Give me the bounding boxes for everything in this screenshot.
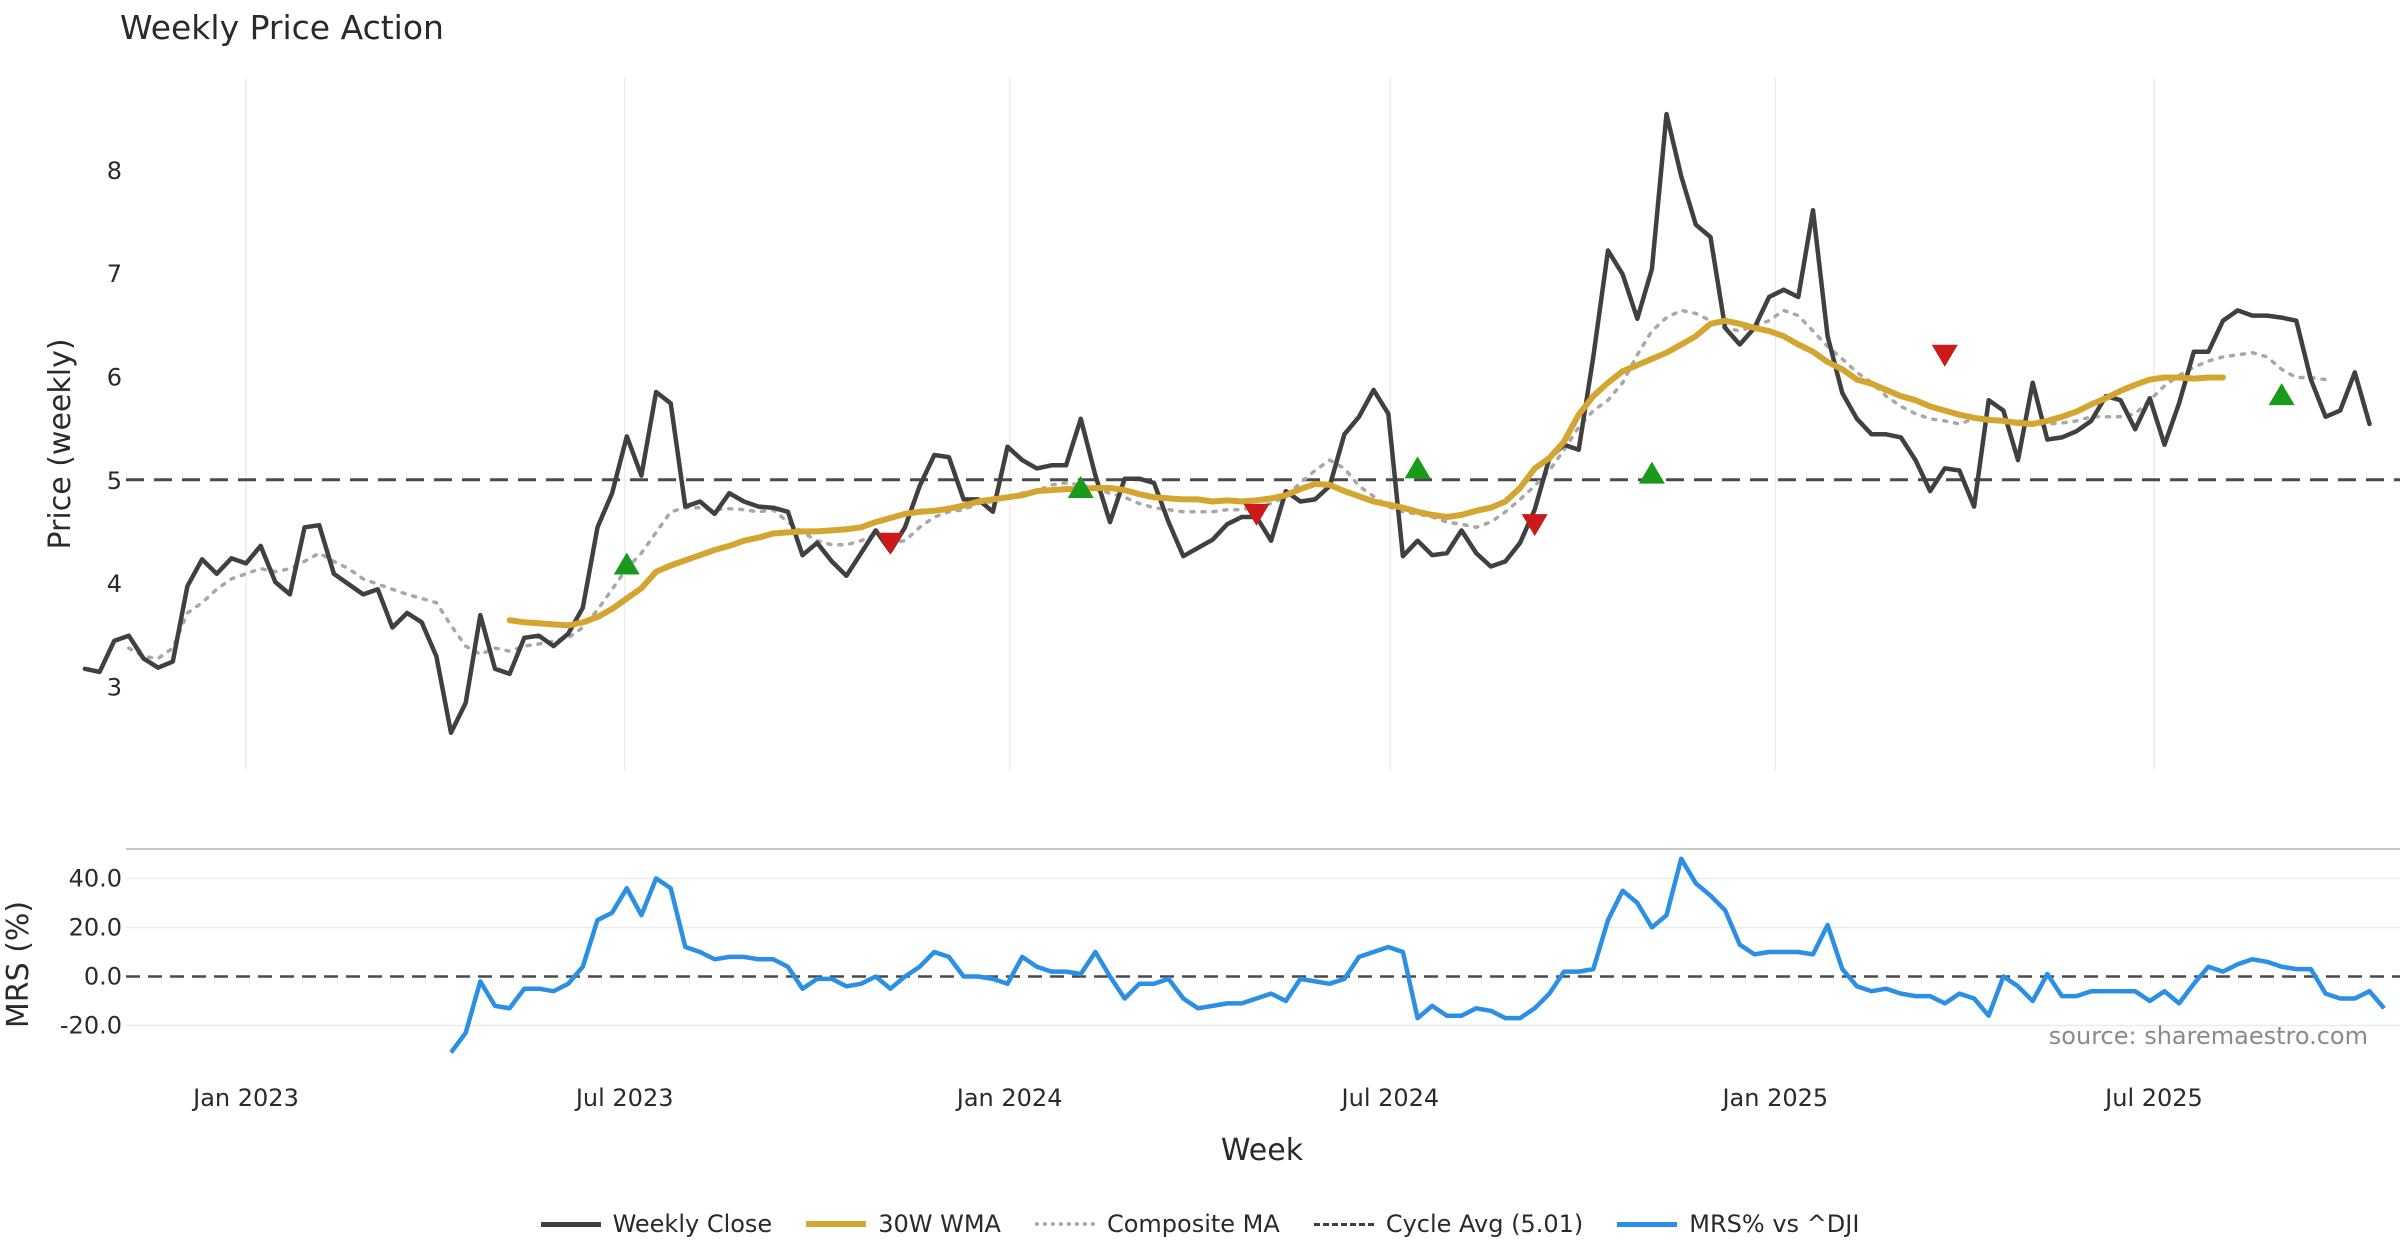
buy-signal-marker (613, 552, 640, 575)
x-tick-label: Jan 2023 (191, 1084, 299, 1112)
price-series (82, 111, 2372, 736)
legend-label: Cycle Avg (5.01) (1385, 1210, 1584, 1238)
x-tick-label: Jul 2024 (1340, 1084, 1440, 1112)
x-axis-label: Week (1221, 1133, 1304, 1168)
mrs-panel: -20.0 0.0 20.0 40.0 MRS (%) source: sharema… (1, 848, 2400, 1054)
signal-markers (613, 344, 2295, 575)
price-y-tick-label: 5 (107, 467, 122, 495)
price-y-tick-label: 4 (107, 570, 122, 598)
x-tick-label: Jan 2024 (955, 1084, 1063, 1112)
x-tick-label: Jul 2025 (2103, 1084, 2203, 1112)
mrs-y-tick-label: 20.0 (69, 913, 122, 941)
price-y-axis-label: Price (weekly) (43, 338, 78, 549)
price-y-tick-label: 7 (107, 260, 122, 288)
legend-label: Composite MA (1106, 1210, 1280, 1238)
buy-signal-marker (2268, 383, 2295, 406)
page-title: Weekly Price Action (120, 8, 444, 47)
source-credit: source: sharemaestro.com (2049, 1022, 2368, 1050)
series-30w-wma (506, 317, 2226, 629)
x-tick-label: Jul 2023 (574, 1084, 674, 1112)
price-y-tick-label: 3 (107, 673, 122, 701)
sell-signal-marker (1521, 514, 1548, 537)
series-mrs-vs-dji (449, 856, 2386, 1054)
legend-label: MRS% vs ^DJI (1689, 1210, 1860, 1238)
mrs-y-tick-label: 40.0 (69, 864, 122, 892)
legend-swatch-composite-ma (1034, 1222, 1095, 1226)
sell-signal-marker (1243, 503, 1270, 526)
x-tick-label: Jan 2025 (1720, 1084, 1828, 1112)
buy-signal-marker (1067, 476, 1094, 499)
series-weekly-close (82, 111, 2372, 736)
legend: Weekly Close 30W WMA Composite MA Cycle … (0, 1210, 2400, 1238)
legend-item-30w-wma[interactable]: 30W WMA (806, 1210, 1001, 1238)
legend-swatch-cycle-avg (1313, 1222, 1374, 1226)
legend-swatch-weekly-close (540, 1221, 601, 1227)
x-axis-ticks: Jan 2023 Jul 2023 Jan 2024 Jul 2024 Jan 2025… (191, 1084, 2203, 1112)
series-composite-ma (127, 308, 2328, 661)
mrs-y-tick-label: -20.0 (60, 1011, 122, 1039)
legend-item-weekly-close[interactable]: Weekly Close (540, 1210, 773, 1238)
mrs-y-tick-label: 0.0 (84, 962, 122, 990)
buy-signal-marker (1638, 461, 1665, 484)
price-panel: 3 4 5 6 7 8 Price (weekly) (43, 78, 2400, 770)
legend-label: Weekly Close (612, 1210, 773, 1238)
mrs-y-axis-label: MRS (%) (1, 901, 36, 1028)
legend-label: 30W WMA (878, 1210, 1001, 1238)
mrs-grid (126, 877, 2400, 1027)
price-y-tick-label: 8 (107, 157, 122, 185)
price-y-ticks: 3 4 5 6 7 8 (107, 157, 122, 701)
legend-item-cycle-avg[interactable]: Cycle Avg (5.01) (1313, 1210, 1584, 1238)
sell-signal-marker (877, 532, 904, 555)
sell-signal-marker (1931, 344, 1958, 367)
legend-item-mrs[interactable]: MRS% vs ^DJI (1617, 1210, 1859, 1238)
mrs-series (449, 856, 2386, 1054)
legend-item-composite-ma[interactable]: Composite MA (1034, 1210, 1280, 1238)
legend-swatch-30w-wma (806, 1221, 867, 1227)
mrs-y-ticks: -20.0 0.0 20.0 40.0 (60, 864, 122, 1039)
price-grid (245, 78, 2155, 770)
buy-signal-marker (1404, 456, 1431, 479)
legend-swatch-mrs (1617, 1221, 1678, 1227)
price-y-tick-label: 6 (107, 364, 122, 392)
